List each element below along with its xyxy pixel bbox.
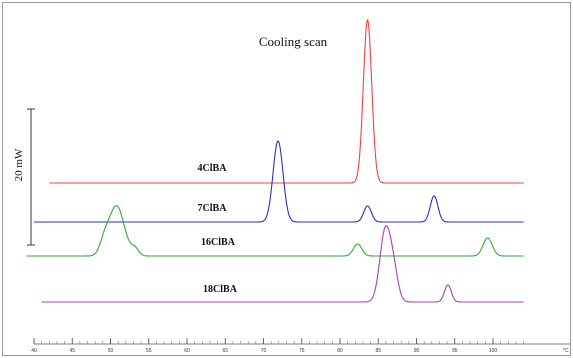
x-tick-label: 55 (146, 348, 152, 354)
scale-bar: 20 mW (13, 108, 35, 246)
series-label-3: 16ClBA (201, 237, 236, 248)
x-tick-label: 80 (337, 348, 343, 354)
x-tick-label: 60 (184, 348, 190, 354)
x-tick-label: 90 (414, 348, 420, 354)
x-axis-minor-ticks (33, 341, 524, 344)
series-line-2 (34, 140, 524, 223)
series-labels: 4ClBA 7ClBA 16ClBA 18ClBA (198, 163, 238, 295)
x-tick-label: 100 (489, 348, 498, 354)
x-axis: 40 45 50 55 60 65 70 75 80 85 90 95 100 °C (31, 338, 570, 354)
x-tick-label: 85 (375, 348, 381, 354)
series-line-4 (41, 225, 524, 303)
x-tick-label: 95 (452, 348, 458, 354)
x-tick-label: 70 (261, 348, 267, 354)
series-line-3 (26, 205, 524, 257)
scale-bar-label: 20 mW (13, 148, 25, 181)
x-tick-label: 65 (222, 348, 228, 354)
x-tick-label: 45 (69, 348, 75, 354)
x-axis-unit: °C (563, 348, 569, 354)
chart-title: Cooling scan (259, 34, 328, 49)
x-tick-label: 50 (108, 348, 114, 354)
x-tick-label: 40 (31, 348, 37, 354)
series-label-4: 18ClBA (203, 284, 238, 295)
traces (26, 18, 524, 303)
x-tick-label: 75 (299, 348, 305, 354)
x-axis-major-ticks: 40 45 50 55 60 65 70 75 80 85 90 95 100 (31, 338, 497, 354)
series-label-2: 7ClBA (198, 203, 228, 214)
series-label-1: 4ClBA (198, 163, 228, 174)
series-line-1 (49, 18, 524, 184)
